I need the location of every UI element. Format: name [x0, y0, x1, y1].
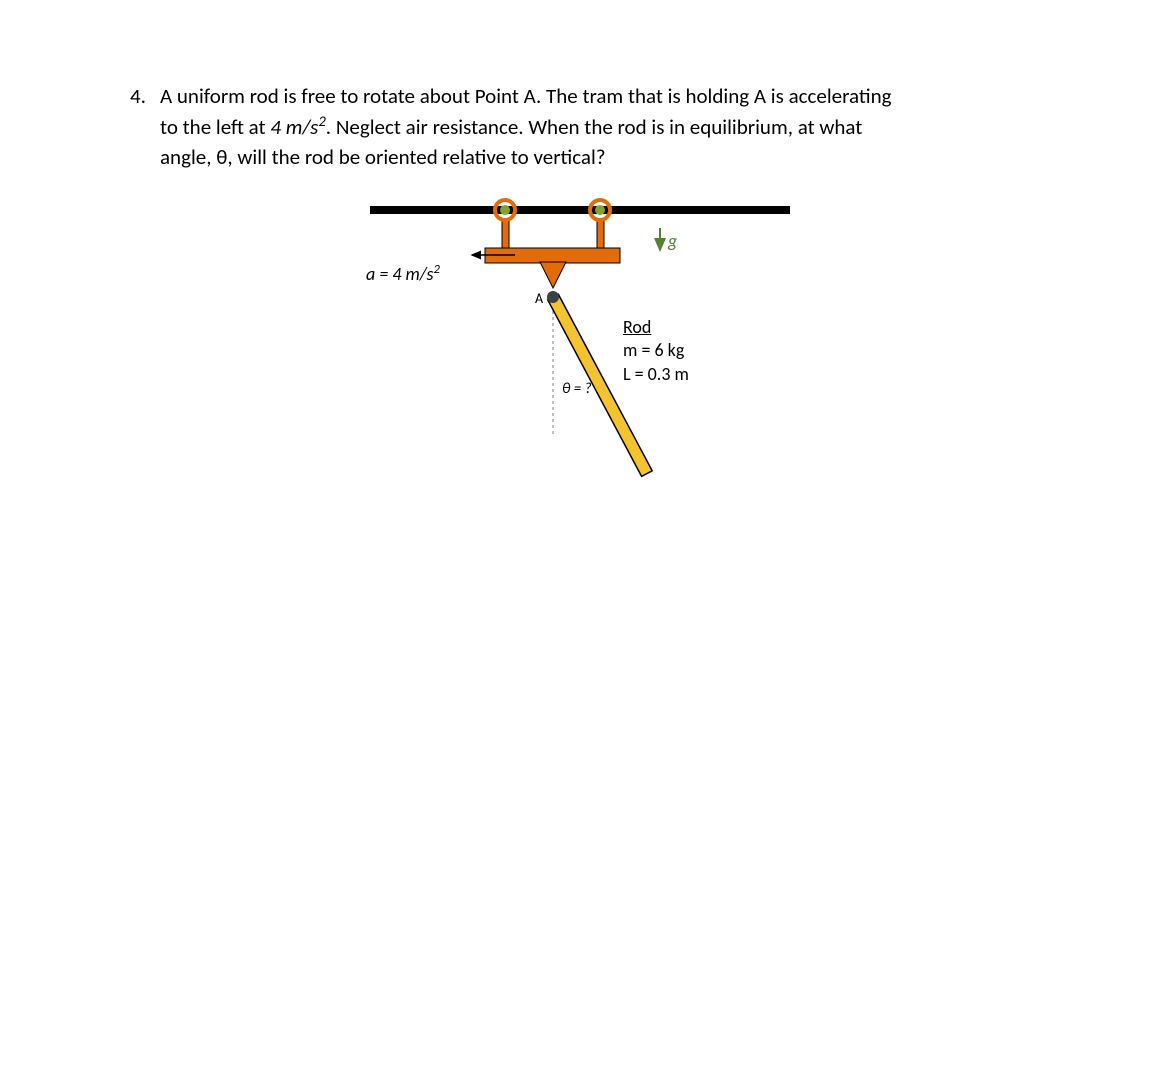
tram-hanger	[540, 262, 566, 288]
wheel-post-2	[597, 220, 604, 248]
point-a-label: A	[535, 290, 543, 307]
pivot-point	[547, 291, 559, 303]
wheel-2-hub	[595, 205, 605, 215]
rod-info: Rod m = 6 kg L = 0.3 m	[623, 316, 689, 386]
physics-diagram: a = 4 m/s2 g A θ = ? Rod m = 6 kg L = 0.…	[340, 190, 840, 540]
problem-line3: angle, θ, will the rod be oriented relat…	[160, 144, 606, 170]
problem-line1: A uniform rod is free to rotate about Po…	[160, 83, 891, 109]
problem-line2a: to the left at	[160, 114, 270, 140]
accel-label: a = 4 m/s2	[366, 262, 440, 285]
theta-label: θ = ?	[562, 380, 592, 398]
wheel-1-hub	[500, 205, 510, 215]
rod-title: Rod	[623, 316, 651, 338]
diagram-svg	[340, 190, 840, 540]
problem-statement: 4. A uniform rod is free to rotate about…	[160, 82, 1010, 172]
rod-length: L = 0.3 m	[623, 363, 689, 385]
g-label: g	[668, 230, 677, 252]
page: 4. A uniform rod is free to rotate about…	[0, 0, 1170, 1088]
problem-line2c: . Neglect air resistance. When the rod i…	[326, 114, 863, 140]
problem-line2b: 4 m/s2	[270, 114, 325, 140]
rod-mass: m = 6 kg	[623, 339, 684, 361]
wheel-post-1	[502, 220, 509, 248]
problem-number: 4.	[130, 82, 146, 111]
